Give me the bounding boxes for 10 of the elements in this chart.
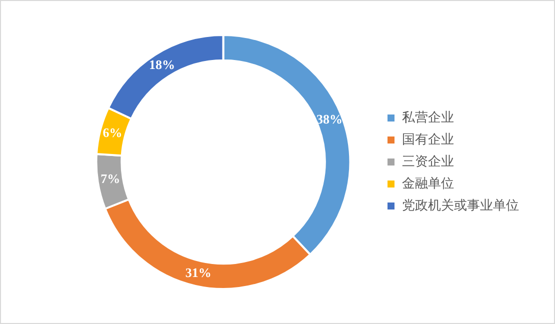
data-label: 18% — [149, 56, 176, 72]
data-label: 31% — [185, 264, 212, 280]
legend-label: 党政机关或事业单位 — [402, 198, 519, 214]
legend-label: 国有企业 — [402, 132, 454, 148]
legend-label: 三资企业 — [402, 154, 454, 170]
data-label: 6% — [102, 124, 122, 140]
legend-label: 金融单位 — [402, 176, 454, 192]
data-label: 38% — [316, 111, 343, 126]
legend-label: 私营企业 — [402, 110, 454, 126]
data-label: 7% — [100, 171, 120, 186]
